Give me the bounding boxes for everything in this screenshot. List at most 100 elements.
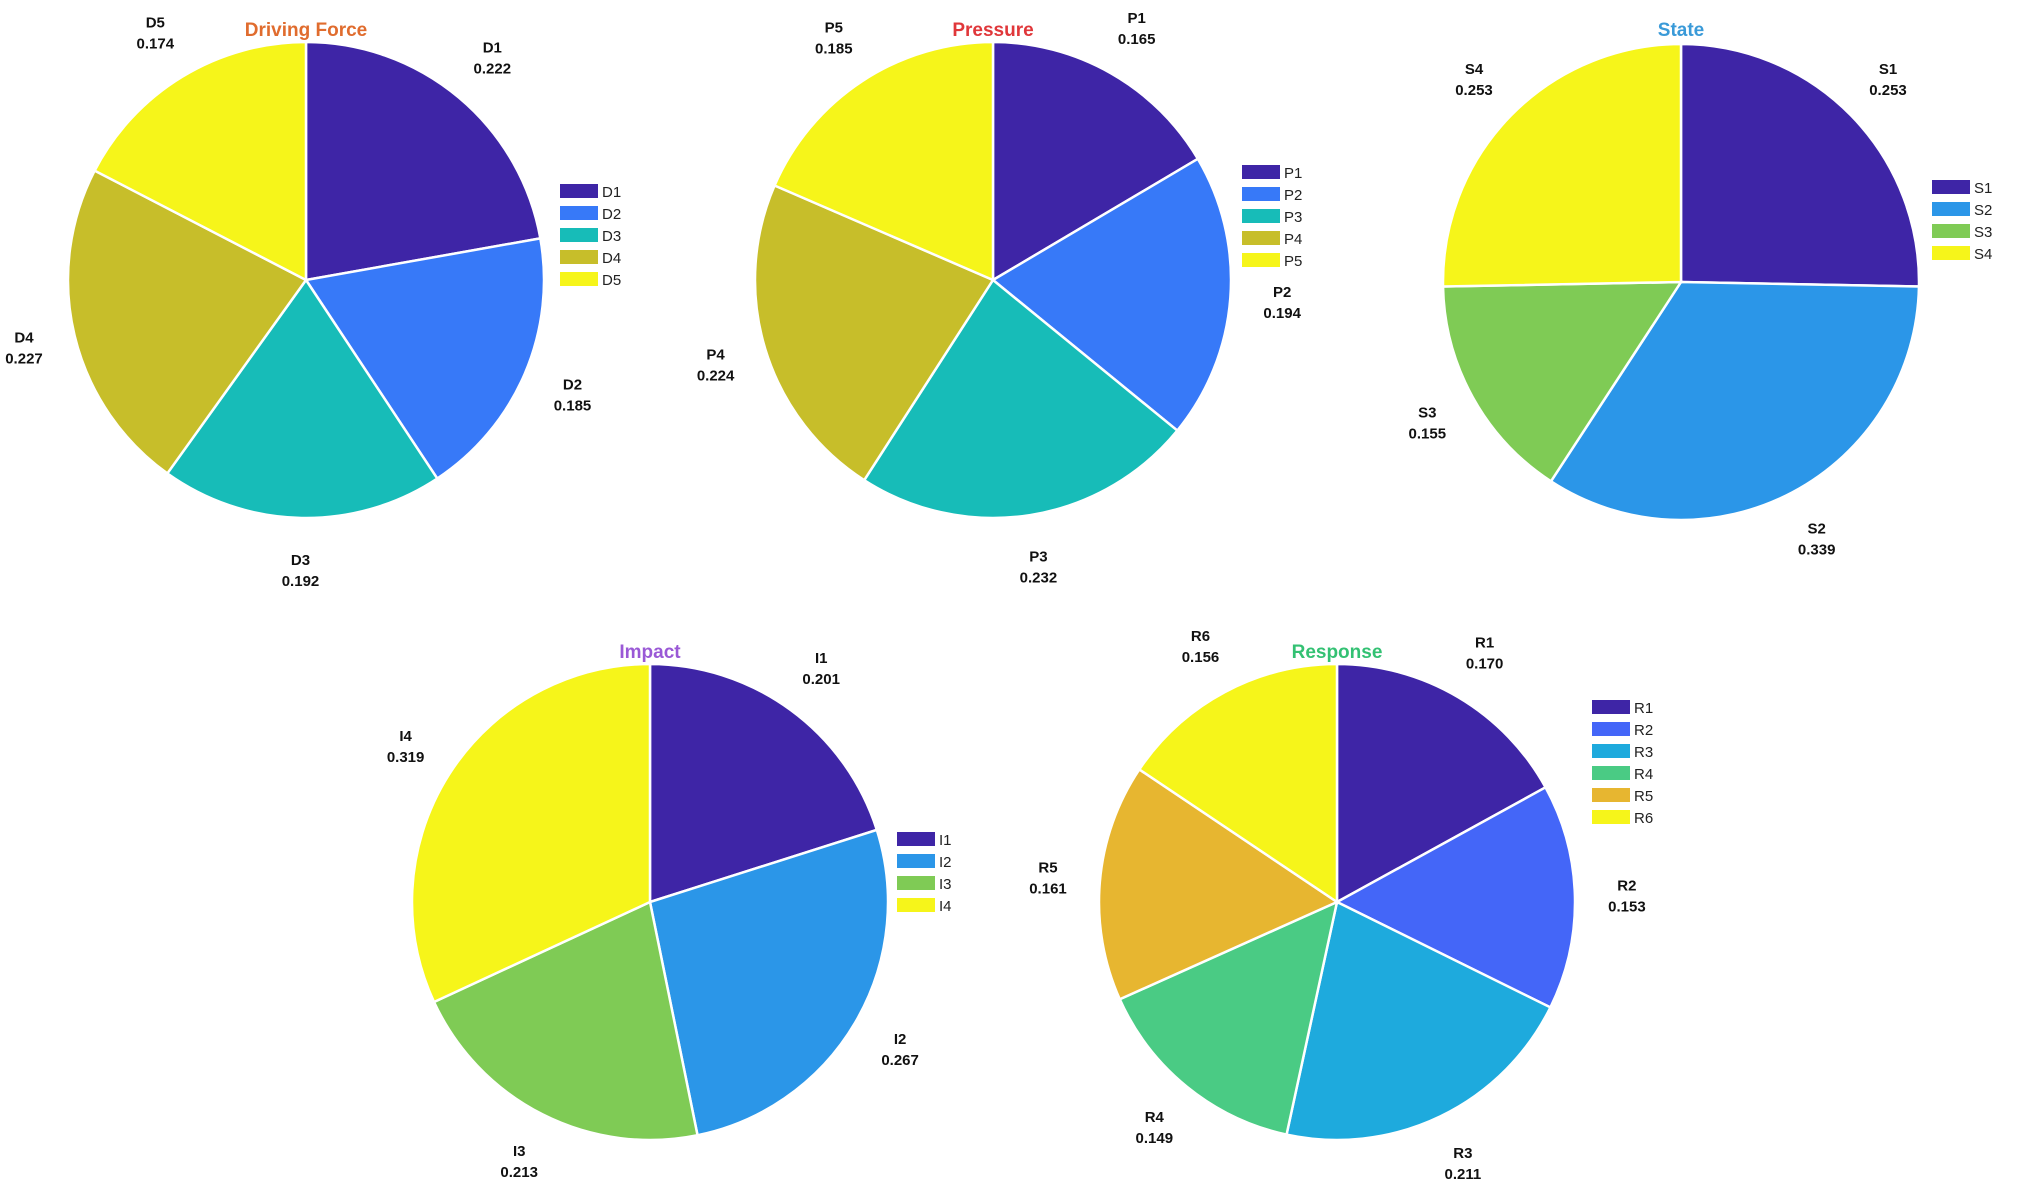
legend-swatch: [897, 832, 935, 846]
legend-label: P2: [1284, 187, 1302, 204]
legend-swatch: [1932, 224, 1970, 238]
legend-label: R3: [1634, 744, 1653, 761]
legend-label: D3: [602, 228, 621, 245]
slice-label-name: S4: [1465, 61, 1484, 78]
slice-label-value: 0.267: [881, 1052, 919, 1069]
legend-swatch: [1592, 744, 1630, 758]
pie-slice-p2: [990, 157, 1233, 433]
legend-swatch: [1592, 722, 1630, 736]
pie-chart-2: Pressure P1 0.165 P2 0.194 P3 0.232 P4 0.224 P5 0.…: [697, 10, 1303, 586]
slice-label-value: 0.201: [802, 671, 840, 688]
pie-slice-p5: [772, 40, 995, 282]
slice-label-value: 0.213: [500, 1164, 538, 1181]
legend-swatch: [560, 272, 598, 286]
slice-label-value: 0.174: [137, 35, 175, 52]
pie-slice-i2: [648, 828, 890, 1137]
slice-label-value: 0.185: [554, 397, 592, 414]
legend-swatch: [1932, 180, 1970, 194]
slice-label-name: D3: [291, 552, 310, 569]
slice-label-value: 0.227: [5, 351, 43, 368]
pie-slice-r6: [1137, 662, 1339, 905]
legend-label: D1: [602, 184, 621, 201]
slice-label-value: 0.185: [815, 41, 853, 58]
pie-slice-d4: [66, 168, 308, 476]
slice-label-name: P2: [1273, 284, 1291, 301]
chart-title: Response: [1292, 642, 1383, 663]
legend-label: R4: [1634, 766, 1653, 783]
slice-label-value: 0.319: [387, 749, 425, 766]
legend-label: D5: [602, 272, 621, 289]
slice-label-value: 0.224: [697, 367, 735, 384]
slice-label-name: P1: [1128, 10, 1146, 27]
legend-swatch: [897, 854, 935, 868]
slice-label-name: R1: [1475, 634, 1494, 651]
pie-slice-p4: [753, 183, 995, 482]
legend-label: R6: [1634, 810, 1653, 827]
pie-slice-s1: [1679, 42, 1921, 288]
legend-swatch: [560, 206, 598, 220]
legend-label: P1: [1284, 165, 1302, 182]
slice-label-value: 0.156: [1182, 649, 1220, 666]
legend-label: D4: [602, 250, 621, 267]
legend-label: D2: [602, 206, 621, 223]
legend-label: I2: [939, 854, 952, 871]
slice-label-name: D5: [146, 14, 165, 31]
legend-swatch: [1592, 810, 1630, 824]
legend-swatch: [1932, 246, 1970, 260]
legend-swatch: [1592, 788, 1630, 802]
legend-label: S2: [1974, 202, 1992, 219]
slice-label-value: 0.253: [1869, 82, 1907, 99]
pie-chart-1: Driving Force D1 0.222 D2 0.185 D3 0.192 D4 0.22…: [5, 14, 621, 590]
slice-label-value: 0.170: [1466, 655, 1504, 672]
legend-label: P4: [1284, 231, 1302, 248]
slice-label-value: 0.192: [282, 573, 320, 590]
slice-label-name: R5: [1038, 859, 1057, 876]
legend-swatch: [560, 184, 598, 198]
pie-slice-s3: [1441, 280, 1684, 484]
slice-label-value: 0.253: [1455, 82, 1493, 99]
slice-label-name: S1: [1879, 61, 1897, 78]
legend-label: P5: [1284, 253, 1302, 270]
slice-label-name: R2: [1617, 878, 1636, 895]
slice-label-value: 0.232: [1020, 569, 1058, 586]
pie-chart-3: StateS10.253S20.339S30.155S40.253S1S2S3S…: [1409, 20, 1993, 558]
legend-swatch: [1242, 209, 1280, 223]
legend-label: S4: [1974, 246, 1992, 263]
slice-label-name: I4: [399, 728, 412, 745]
legend-label: S3: [1974, 224, 1992, 241]
chart-title: State: [1658, 20, 1704, 41]
legend-swatch: [1242, 253, 1280, 267]
legend-label: R1: [1634, 700, 1653, 717]
legend-swatch: [1932, 202, 1970, 216]
chart-title: Pressure: [952, 20, 1033, 41]
pie-slice-p3: [862, 278, 1180, 520]
slice-label-name: D2: [563, 376, 582, 393]
pie-slice-r4: [1118, 899, 1339, 1137]
pie-slice-d5: [92, 40, 308, 283]
slice-label-value: 0.153: [1608, 899, 1646, 916]
legend-swatch: [897, 876, 935, 890]
legend-label: S1: [1974, 180, 1992, 197]
chart-title: Impact: [619, 642, 681, 663]
slice-label-value: 0.339: [1798, 541, 1836, 558]
legend: R1 R2 R3 R4 R5 R6: [1592, 700, 1653, 827]
pie-chart-5: Response R1 0.170 R2 0.153 R3 0.211 R4 0.149 R5 0.…: [1029, 628, 1653, 1183]
legend-label: R5: [1634, 788, 1653, 805]
slice-label-value: 0.194: [1263, 305, 1301, 322]
legend-label: I1: [939, 832, 952, 849]
legend: I1 I2 I3 I4: [897, 832, 952, 915]
slice-label-name: P4: [706, 346, 725, 363]
legend-label: P3: [1284, 209, 1302, 226]
pie-slice-r5: [1097, 767, 1340, 1001]
legend-swatch: [1242, 187, 1280, 201]
legend-swatch: [560, 228, 598, 242]
slice-label-name: D4: [14, 330, 34, 347]
slice-label-value: 0.155: [1409, 426, 1447, 443]
slice-label-value: 0.161: [1029, 880, 1067, 897]
slice-label-name: R4: [1145, 1109, 1165, 1126]
pie-slice-d1: [304, 40, 542, 282]
chart-title: Driving Force: [245, 20, 367, 41]
slice-label-name: D1: [483, 40, 502, 57]
slice-label-name: I2: [894, 1031, 907, 1048]
pie-chart-4: Impact I1 0.201 I2 0.267 I3 0.213 I4 0.319 I1 I2 I3…: [387, 642, 952, 1181]
